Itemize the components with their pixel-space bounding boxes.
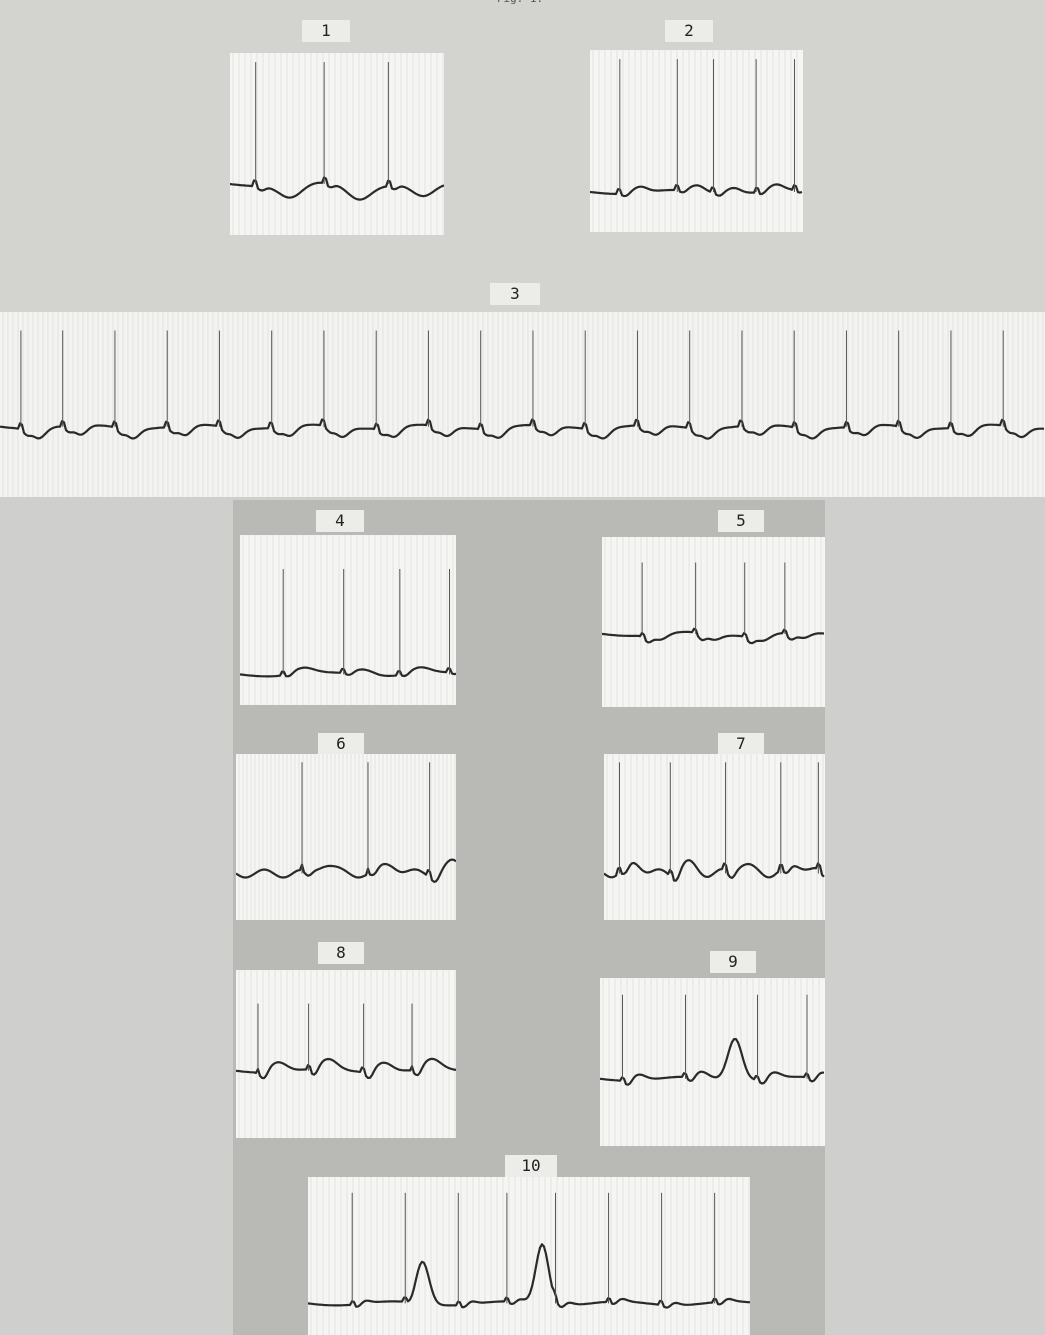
ecg-trace-svg <box>604 754 825 920</box>
ecg-panel-1 <box>230 53 444 235</box>
upper-mount-background <box>0 0 1045 312</box>
ecg-trace-line <box>600 1037 825 1086</box>
panel-label-2: 2 <box>665 20 713 42</box>
ecg-trace-line <box>590 183 803 198</box>
ecg-trace-svg <box>600 978 825 1146</box>
ecg-trace-line <box>604 859 825 882</box>
ecg-trace-line <box>236 858 456 883</box>
ecg-panel-3 <box>0 312 1045 497</box>
ecg-trace-line <box>308 1243 750 1309</box>
panel-label-9: 9 <box>710 951 756 973</box>
ecg-trace-line <box>0 418 1044 440</box>
ecg-trace-svg <box>308 1177 750 1335</box>
ecg-trace-svg <box>0 312 1044 497</box>
panel-label-5: 5 <box>718 510 764 532</box>
ecg-trace-svg <box>240 535 456 705</box>
ecg-trace-line <box>236 1057 456 1080</box>
ecg-trace-svg <box>230 53 444 235</box>
panel-label-4: 4 <box>316 510 364 532</box>
ecg-trace-svg <box>590 50 803 232</box>
ecg-trace-svg <box>602 537 825 707</box>
panel-label-6: 6 <box>318 733 364 755</box>
ecg-panel-4 <box>240 535 456 705</box>
ecg-panel-6 <box>236 754 456 920</box>
ecg-trace-line <box>230 176 444 201</box>
ecg-panel-5 <box>602 537 825 707</box>
panel-label-1: 1 <box>302 20 350 42</box>
ecg-panel-2 <box>590 50 803 232</box>
panel-label-7: 7 <box>718 733 764 755</box>
ecg-panel-10 <box>308 1177 750 1335</box>
ecg-panel-8 <box>236 970 456 1138</box>
ecg-trace-line <box>240 666 456 678</box>
ecg-trace-svg <box>236 754 456 920</box>
running-head: Fig. 1. <box>460 0 580 8</box>
panel-label-8: 8 <box>318 942 364 964</box>
panel-label-10: 10 <box>505 1155 557 1177</box>
ecg-panel-7 <box>604 754 825 920</box>
ecg-trace-line <box>602 627 825 645</box>
ecg-trace-svg <box>236 970 456 1138</box>
ecg-panel-9 <box>600 978 825 1146</box>
panel-label-3: 3 <box>490 283 540 305</box>
